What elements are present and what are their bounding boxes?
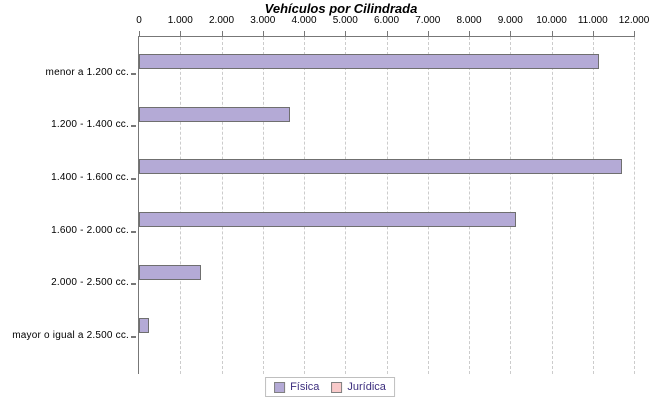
x-tick-label: 9.000	[497, 15, 523, 26]
x-tick-mark	[551, 31, 553, 37]
category-label: mayor o igual a 2.500 cc.	[12, 330, 129, 341]
x-tick-label: 2.000	[208, 15, 235, 26]
juridica-swatch-icon	[331, 381, 343, 393]
x-gridline	[427, 37, 429, 374]
x-tick-label: 12.000	[618, 15, 650, 26]
x-tick-mark	[180, 31, 182, 37]
x-tick-label: 5.000	[332, 15, 358, 26]
legend: Física Jurídica	[265, 377, 395, 397]
category-label: 2.000 - 2.500 cc.	[51, 277, 129, 289]
category-axis: menor a 1.200 cc. 1.200 - 1.400 cc. 1.400 …	[0, 0, 133, 400]
x-gridline	[469, 37, 470, 374]
x-tick-mark	[139, 31, 140, 37]
x-tick-mark	[304, 31, 305, 37]
category-label: 1.600 - 2.000 cc.	[51, 224, 129, 236]
x-gridline	[180, 37, 182, 374]
x-gridline	[592, 37, 594, 374]
x-gridline	[345, 37, 347, 374]
category-tick-mark	[131, 230, 136, 233]
category-tick-mark	[131, 177, 136, 180]
x-tick-mark	[427, 31, 429, 37]
x-tick-label: 4.000	[291, 15, 317, 26]
x-tick-mark	[386, 31, 388, 37]
x-gridline	[304, 37, 305, 374]
plot-area: 0 1.000 2.000 3.000 4.000 5.000 6.000 7.000 8.00…	[131, 15, 649, 374]
category-tick-mark	[131, 336, 136, 338]
x-gridline	[510, 37, 512, 374]
x-tick-mark	[634, 31, 635, 37]
category-label: 1.200 - 1.400 cc.	[51, 119, 129, 131]
chart-title: Vehículos por Cilindrada	[264, 1, 418, 16]
x-gridline	[551, 37, 553, 374]
bar-física-3	[139, 212, 517, 228]
legend-item-juridica: Jurídica	[331, 381, 386, 393]
x-tick-mark	[221, 31, 223, 37]
bar-física-2	[139, 159, 622, 175]
x-tick-mark	[592, 31, 594, 37]
x-gridline	[634, 37, 635, 374]
x-gridline	[221, 37, 223, 374]
x-tick-mark	[510, 31, 512, 37]
x-tick-mark	[469, 31, 470, 37]
legend-label-fisica: Física	[290, 381, 320, 393]
category-tick-mark	[131, 72, 136, 75]
x-tick-label: 1.000	[167, 15, 193, 26]
category-label: 1.400 - 1.600 cc.	[51, 171, 129, 183]
x-tick-label: 6.000	[373, 15, 400, 26]
x-gridline	[262, 37, 264, 374]
legend-item-fisica: Física	[274, 381, 319, 393]
fisica-swatch-icon	[274, 381, 286, 393]
category-tick-mark	[131, 125, 136, 128]
x-tick-label: 11.000	[577, 15, 608, 26]
x-tick-label: 8.000	[456, 15, 482, 26]
bar-física-1	[139, 106, 290, 122]
x-tick-label: 10.000	[536, 15, 567, 26]
x-gridline	[386, 37, 388, 374]
bar-física-0	[139, 54, 599, 69]
x-tick-label: 3.000	[250, 15, 276, 26]
x-tick-mark	[262, 31, 264, 37]
bar-física-4	[139, 264, 201, 280]
category-label: menor a 1.200 cc.	[45, 66, 129, 78]
bar-física-5	[139, 317, 150, 333]
legend-label-juridica: Jurídica	[347, 381, 386, 393]
category-tick-mark	[131, 283, 136, 286]
x-tick-label: 7.000	[415, 15, 441, 26]
x-tick-mark	[345, 31, 347, 37]
x-tick-label: 0	[136, 15, 142, 26]
